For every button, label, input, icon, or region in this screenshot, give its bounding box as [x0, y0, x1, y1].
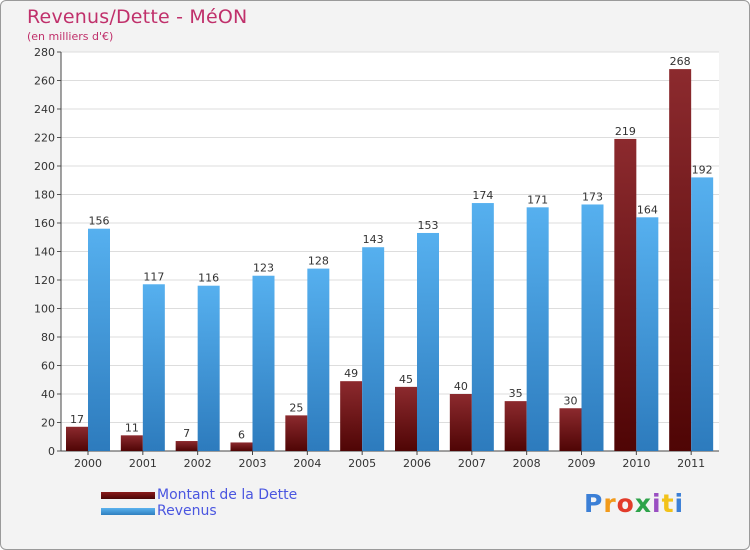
legend-label-revenus: Revenus — [157, 503, 217, 519]
bar-dette — [340, 381, 363, 451]
data-label: 11 — [125, 421, 139, 434]
x-tick-label: 2004 — [293, 457, 321, 470]
bar-revenus — [471, 203, 494, 451]
data-label: 35 — [509, 387, 523, 400]
data-label: 268 — [670, 55, 691, 68]
y-tick-label: 40 — [41, 388, 55, 401]
x-tick-label: 2007 — [458, 457, 486, 470]
data-label: 7 — [183, 427, 190, 440]
data-label: 174 — [472, 189, 493, 202]
data-label: 49 — [344, 367, 358, 380]
bar-revenus — [526, 207, 549, 451]
x-tick-label: 2011 — [677, 457, 705, 470]
data-label: 171 — [527, 193, 548, 206]
x-tick-label: 2006 — [403, 457, 431, 470]
bar-dette — [559, 408, 582, 451]
x-tick-label: 2009 — [568, 457, 596, 470]
data-label: 6 — [238, 428, 245, 441]
data-label: 192 — [692, 163, 713, 176]
data-label: 117 — [143, 270, 164, 283]
data-label: 164 — [637, 203, 658, 216]
y-tick-label: 100 — [34, 303, 55, 316]
data-label: 153 — [418, 219, 439, 232]
y-tick-label: 280 — [34, 46, 55, 59]
y-tick-label: 220 — [34, 132, 55, 145]
bar-revenus — [417, 232, 439, 451]
bar-revenus — [252, 275, 275, 451]
legend-label-dette: Montant de la Dette — [157, 487, 298, 503]
data-label: 173 — [582, 190, 603, 203]
bar-dette — [449, 394, 472, 451]
proxiti-logo: Proxiti — [584, 489, 685, 518]
y-tick-label: 120 — [34, 274, 55, 287]
x-tick-label: 2003 — [239, 457, 267, 470]
legend: Montant de la Dette Revenus — [101, 487, 297, 519]
bar-revenus — [362, 247, 385, 451]
chart-title: Revenus/Dette - MéON — [27, 6, 248, 28]
bar-dette — [395, 386, 417, 451]
bar-dette — [285, 415, 308, 451]
bar-revenus — [636, 217, 659, 451]
bar-dette — [230, 442, 253, 451]
data-label: 123 — [253, 262, 274, 275]
data-label: 30 — [564, 394, 578, 407]
y-tick-label: 180 — [34, 189, 55, 202]
legend-item-revenus: Revenus — [101, 503, 297, 519]
x-tick-label: 2001 — [129, 457, 157, 470]
data-label: 17 — [70, 413, 84, 426]
y-tick-label: 80 — [41, 331, 55, 344]
legend-item-dette: Montant de la Dette — [101, 487, 297, 503]
chart-subtitle: (en milliers d'€) — [27, 30, 114, 43]
y-tick-label: 200 — [34, 160, 55, 173]
bar-dette — [120, 435, 143, 451]
bar-revenus — [307, 268, 330, 451]
bar-dette — [669, 69, 692, 451]
y-tick-label: 140 — [34, 246, 55, 259]
bar-dette — [614, 138, 637, 452]
y-tick-label: 60 — [41, 360, 55, 373]
bar-revenus — [197, 285, 220, 451]
y-tick-label: 160 — [34, 217, 55, 230]
bar-revenus — [691, 177, 714, 451]
data-label: 40 — [454, 380, 468, 393]
data-label: 45 — [399, 373, 413, 386]
y-tick-label: 0 — [48, 445, 55, 458]
bar-dette — [504, 401, 527, 451]
x-tick-label: 2005 — [348, 457, 376, 470]
data-label: 219 — [615, 125, 636, 138]
legend-swatch-dette — [101, 491, 155, 499]
x-tick-label: 2008 — [513, 457, 541, 470]
data-label: 25 — [289, 401, 303, 414]
bar-dette — [175, 441, 198, 451]
bar-revenus — [88, 228, 110, 451]
data-label: 116 — [198, 272, 219, 285]
data-label: 128 — [308, 255, 329, 268]
data-label: 156 — [89, 215, 110, 228]
x-tick-label: 2002 — [184, 457, 212, 470]
x-tick-label: 2010 — [622, 457, 650, 470]
data-label: 143 — [363, 233, 384, 246]
bar-revenus — [581, 204, 604, 451]
bar-revenus — [142, 284, 165, 451]
y-tick-label: 240 — [34, 103, 55, 116]
x-tick-label: 2000 — [74, 457, 102, 470]
y-tick-label: 20 — [41, 417, 55, 430]
legend-swatch-revenus — [101, 507, 155, 515]
y-tick-label: 260 — [34, 75, 55, 88]
bar-dette — [66, 426, 88, 451]
